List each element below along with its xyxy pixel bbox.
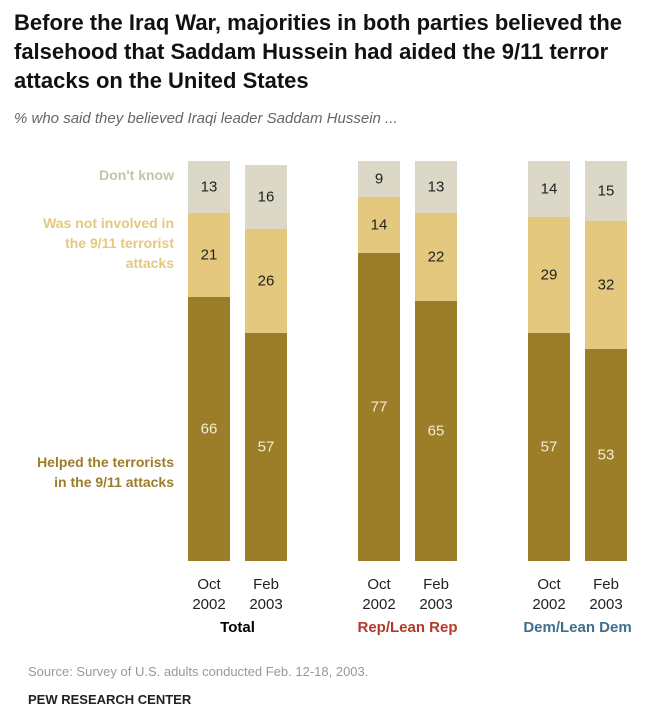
value-label: 13 [200, 178, 218, 196]
source-note: Source: Survey of U.S. adults conducted … [28, 664, 369, 679]
value-label: 21 [200, 246, 218, 264]
legend-label: Was not involved in the 9/11 terrorist a… [43, 215, 174, 271]
value-label: 57 [257, 438, 275, 456]
group-label: Rep/Lean Rep [357, 619, 458, 636]
bar-segment: 29 [528, 217, 570, 333]
value-label: 22 [427, 248, 445, 266]
bar-segment: 13 [415, 161, 457, 213]
bar-segment: 13 [188, 161, 230, 213]
value-label: 32 [597, 276, 615, 294]
bar-segment: 57 [528, 333, 570, 561]
value-label: 9 [374, 170, 384, 188]
bar-segment: 32 [585, 221, 627, 349]
x-tick-label: Oct 2002 [362, 576, 396, 613]
bar-segment: 14 [358, 197, 400, 253]
bar-segment: 53 [585, 349, 627, 561]
bar-segment: 77 [358, 253, 400, 561]
legend-label: Helped the terrorists in the 9/11 attack… [37, 454, 174, 490]
value-label: 14 [370, 216, 388, 234]
bar-segment: 66 [188, 297, 230, 561]
value-label: 53 [597, 446, 615, 464]
x-tick-label: Oct 2002 [192, 576, 226, 613]
bar-segment: 26 [245, 229, 287, 333]
value-label: 57 [540, 438, 558, 456]
group-label: Dem/Lean Dem [523, 619, 632, 636]
brand: PEW RESEARCH CENTER [28, 692, 192, 707]
value-label: 66 [200, 420, 218, 438]
bar-segment: 22 [415, 213, 457, 301]
legend-label: Don't know [99, 167, 174, 183]
bar-segment: 57 [245, 333, 287, 561]
bar-segment: 65 [415, 301, 457, 561]
x-tick-label: Feb 2003 [249, 576, 283, 613]
value-label: 29 [540, 266, 558, 284]
value-label: 26 [257, 272, 275, 290]
x-tick-label: Feb 2003 [589, 576, 623, 613]
value-label: 65 [427, 422, 445, 440]
bar-segment: 14 [528, 161, 570, 217]
bar-segment: 15 [585, 161, 627, 221]
bar-segment: 21 [188, 213, 230, 297]
bar-segment: 9 [358, 161, 400, 197]
value-label: 77 [370, 398, 388, 416]
value-label: 13 [427, 178, 445, 196]
x-tick-label: Oct 2002 [532, 576, 566, 613]
chart-title: Before the Iraq War, majorities in both … [14, 10, 622, 93]
x-tick-label: Feb 2003 [419, 576, 453, 613]
group-label: Total [220, 619, 255, 636]
value-label: 15 [597, 182, 615, 200]
value-label: 14 [540, 180, 558, 198]
value-label: 16 [257, 188, 275, 206]
bar-segment: 16 [245, 165, 287, 229]
chart-subtitle: % who said they believed Iraqi leader Sa… [14, 110, 398, 127]
